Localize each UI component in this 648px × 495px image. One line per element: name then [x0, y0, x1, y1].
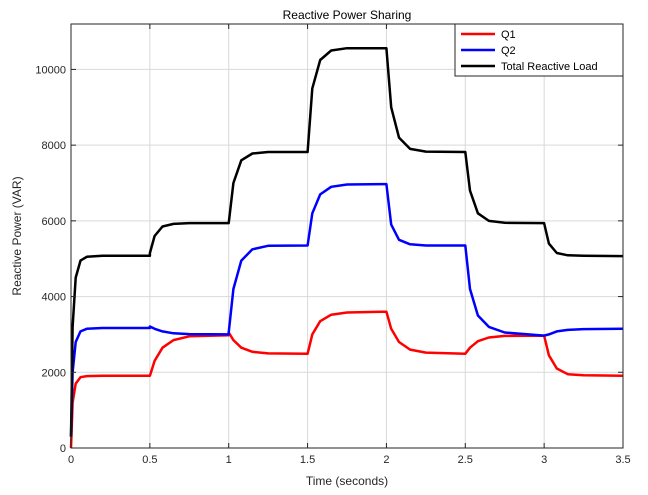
y-axis-label: Reactive Power (VAR) [10, 176, 24, 295]
legend-entry-label: Total Reactive Load [501, 61, 598, 73]
series-line-0 [69, 310, 624, 449]
x-tick-label: 2.5 [458, 454, 473, 466]
chart-title: Reactive Power Sharing [283, 8, 412, 22]
x-tick-label: 0 [68, 454, 74, 466]
ticks: 0 0.5 1 1.5 2 2.5 3 3.5 0 2000 4000 6000 8000 10000 [35, 24, 631, 466]
x-axis-label: Time (seconds) [306, 474, 388, 488]
x-tick-label: 3 [541, 454, 547, 466]
series-line-1 [69, 182, 624, 437]
y-tick-label: 4000 [42, 292, 66, 304]
x-tick-label: 3.5 [615, 454, 630, 466]
x-tick-label: 0.5 [142, 454, 157, 466]
plot-area [71, 24, 623, 448]
x-tick-label: 1.5 [300, 454, 315, 466]
series-line-2 [69, 46, 624, 437]
plot-frame [70, 23, 624, 449]
legend-entry-label: Q1 [501, 29, 516, 41]
series-lines [69, 46, 624, 449]
legend-entry-label: Q2 [501, 45, 516, 57]
y-tick-label: 2000 [42, 367, 66, 379]
y-tick-label: 0 [60, 443, 66, 455]
x-tick-label: 1 [226, 454, 232, 466]
legend: Q1 Q2 Total Reactive Load [454, 23, 624, 77]
y-tick-label: 6000 [42, 216, 66, 228]
y-tick-label: 10000 [35, 64, 66, 76]
y-tick-label: 8000 [42, 140, 66, 152]
x-tick-label: 2 [383, 454, 389, 466]
